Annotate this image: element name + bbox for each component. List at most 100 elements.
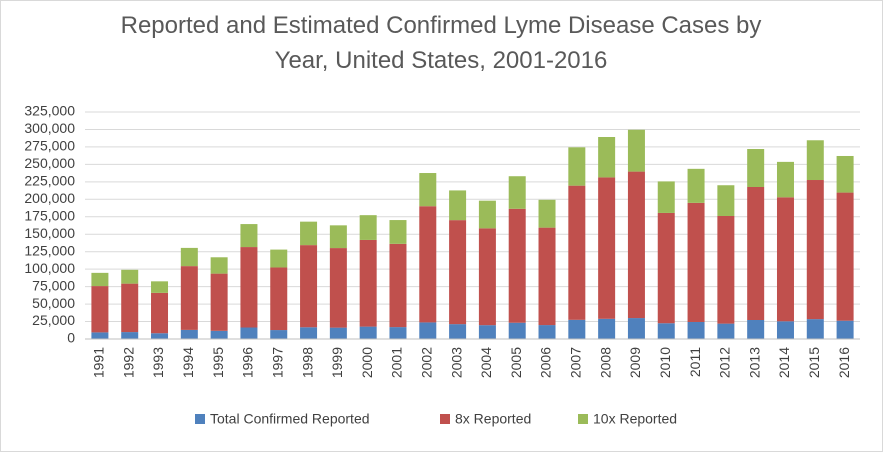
bar-segment — [210, 257, 228, 274]
bar-segment — [300, 327, 318, 339]
bar-segment — [836, 320, 854, 339]
bar-segment — [657, 212, 675, 324]
bar-segment — [508, 176, 526, 209]
bar-segment — [300, 245, 318, 328]
bar-segment — [687, 168, 705, 203]
bar-segment — [598, 318, 616, 339]
y-tick-label: 0 — [67, 330, 75, 346]
bar-segment — [568, 319, 586, 339]
y-tick-label: 300,000 — [24, 120, 75, 136]
legend-swatch — [195, 414, 205, 424]
bar-segment — [598, 177, 616, 319]
bar-segment — [478, 228, 496, 326]
bar-segment — [687, 202, 705, 322]
y-tick-label: 200,000 — [24, 190, 75, 206]
y-tick-label: 175,000 — [24, 207, 75, 223]
x-tick-label: 2009 — [627, 347, 643, 378]
bar-segment — [210, 330, 228, 339]
bar-segment — [240, 327, 258, 339]
bar-segment — [627, 171, 645, 319]
bar-segment — [329, 327, 347, 339]
bar-segment — [359, 326, 377, 339]
bar-segment — [389, 243, 407, 328]
x-tick-label: 2013 — [746, 347, 762, 378]
bar-segment — [419, 206, 437, 323]
y-tick-label: 225,000 — [24, 173, 75, 189]
bar-segment — [180, 247, 198, 267]
x-tick-label: 2004 — [478, 347, 494, 378]
y-tick-label: 25,000 — [32, 312, 75, 328]
bar-segment — [508, 322, 526, 339]
x-tick-label: 1992 — [120, 347, 136, 378]
bar-segment — [359, 215, 377, 240]
chart-title: Reported and Estimated Confirmed Lyme Di… — [120, 12, 762, 74]
bar-segment — [121, 269, 139, 284]
bar-segment — [538, 227, 556, 326]
bar-segment — [836, 192, 854, 321]
x-tick-label: 1998 — [299, 347, 315, 378]
bar-segment — [389, 220, 407, 244]
y-tick-label: 50,000 — [32, 295, 75, 311]
bar-segment — [687, 321, 705, 339]
y-tick-label: 150,000 — [24, 225, 75, 241]
x-tick-label: 2016 — [836, 347, 852, 378]
bar-segment — [389, 327, 407, 339]
bar-segment — [806, 319, 824, 339]
bar-segment — [91, 272, 109, 287]
bar-segment — [91, 286, 109, 333]
y-tick-label: 250,000 — [24, 155, 75, 171]
legend-label: 8x Reported — [455, 411, 531, 427]
bar-segment — [270, 267, 288, 331]
bar-segment — [806, 180, 824, 320]
bar-segment — [538, 199, 556, 228]
bar-segment — [627, 318, 645, 339]
bar-segment — [359, 239, 377, 327]
bar-segment — [717, 215, 735, 324]
bar-segment — [151, 292, 169, 334]
x-tick-label: 1996 — [240, 347, 256, 378]
bar-segment — [478, 200, 496, 229]
x-tick-label: 1995 — [210, 347, 226, 378]
y-tick-label: 275,000 — [24, 138, 75, 154]
bar-segment — [836, 155, 854, 193]
y-tick-label: 325,000 — [24, 103, 75, 119]
bar-segment — [747, 319, 765, 339]
bar-segment — [329, 225, 347, 249]
x-tick-label: 2014 — [776, 347, 792, 378]
legend-swatch — [578, 414, 588, 424]
bar-segment — [598, 136, 616, 178]
x-tick-label: 1991 — [91, 347, 107, 378]
bar-segment — [538, 325, 556, 339]
bar-segment — [717, 185, 735, 216]
x-tick-label: 2006 — [538, 347, 554, 378]
bar-segment — [508, 208, 526, 323]
x-tick-label: 1994 — [180, 347, 196, 378]
y-tick-label: 100,000 — [24, 260, 75, 276]
bar-segment — [478, 325, 496, 339]
bar-segment — [121, 332, 139, 339]
x-tick-label: 2002 — [418, 347, 434, 378]
bar-segment — [151, 281, 169, 293]
bar-segment — [449, 190, 467, 221]
x-tick-label: 2000 — [359, 347, 375, 378]
x-tick-label: 2005 — [508, 347, 524, 378]
bar-segment — [329, 248, 347, 328]
x-tick-label: 2001 — [389, 347, 405, 378]
x-tick-label: 2010 — [657, 347, 673, 378]
bar-segment — [747, 148, 765, 187]
bar-segment — [419, 322, 437, 339]
x-tick-label: 2008 — [597, 347, 613, 378]
x-tick-label: 1999 — [329, 347, 345, 378]
x-tick-label: 1997 — [269, 347, 285, 378]
bar-segment — [449, 324, 467, 339]
bar-segment — [151, 333, 169, 339]
bar-segment — [568, 147, 586, 186]
bar-segment — [657, 323, 675, 339]
bar-segment — [717, 323, 735, 339]
bar-segment — [210, 273, 228, 331]
legend-label: 10x Reported — [593, 411, 677, 427]
bar-segment — [568, 185, 586, 320]
